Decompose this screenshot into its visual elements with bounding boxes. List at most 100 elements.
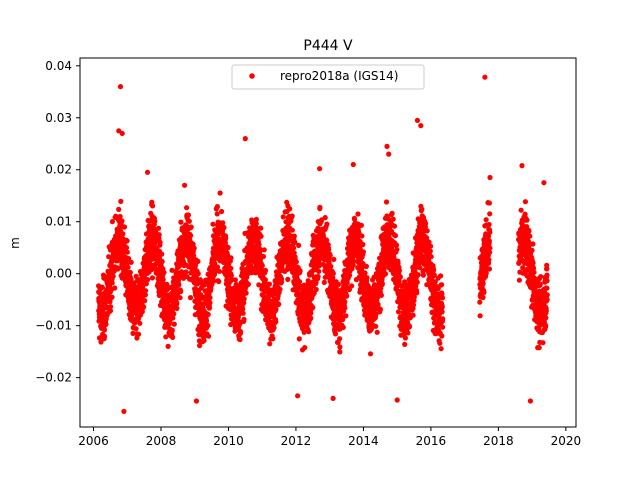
- data-point: [289, 213, 295, 219]
- data-point: [177, 295, 183, 301]
- data-point: [308, 315, 314, 321]
- data-point: [205, 323, 211, 329]
- data-point: [541, 180, 547, 186]
- data-point: [163, 334, 169, 340]
- data-point: [253, 216, 259, 222]
- data-point: [360, 249, 366, 255]
- data-point: [178, 219, 184, 225]
- data-point: [291, 233, 297, 239]
- data-point: [522, 211, 528, 217]
- data-point: [171, 321, 177, 327]
- data-point: [107, 308, 114, 314]
- x-tick-label: 2008: [146, 434, 177, 448]
- data-point: [145, 277, 151, 283]
- data-point: [374, 329, 380, 335]
- data-point: [188, 224, 194, 230]
- data-point: [109, 219, 115, 225]
- x-tick-label: 2014: [348, 434, 379, 448]
- data-point: [417, 265, 423, 271]
- data-point: [159, 251, 165, 257]
- data-point: [477, 299, 483, 305]
- data-point: [359, 233, 365, 239]
- data-point: [382, 271, 389, 277]
- data-point: [205, 311, 211, 318]
- data-point: [310, 304, 316, 311]
- data-point: [144, 169, 151, 175]
- data-point: [140, 284, 146, 290]
- data-point: [486, 200, 492, 206]
- data-point: [190, 252, 197, 259]
- data-point: [316, 259, 322, 265]
- data-point: [245, 281, 251, 287]
- data-point: [258, 225, 264, 231]
- data-point: [207, 295, 213, 301]
- data-point: [187, 295, 194, 301]
- data-point: [431, 272, 437, 278]
- data-point: [106, 254, 112, 260]
- data-point: [261, 247, 267, 253]
- data-point: [529, 247, 535, 253]
- data-point: [203, 318, 210, 324]
- y-tick-label: 0.00: [45, 267, 72, 281]
- data-point: [342, 299, 348, 305]
- data-point: [415, 272, 421, 278]
- data-point: [270, 336, 276, 342]
- data-point: [260, 253, 266, 260]
- data-point: [126, 256, 132, 262]
- data-point: [540, 340, 546, 346]
- data-point: [324, 237, 330, 243]
- data-point: [538, 274, 544, 280]
- data-point: [483, 217, 489, 223]
- data-point: [277, 286, 283, 292]
- data-point: [195, 271, 201, 277]
- data-point: [351, 258, 357, 264]
- data-point: [384, 143, 390, 149]
- data-point: [197, 343, 203, 349]
- data-point: [519, 163, 525, 169]
- data-point: [228, 255, 234, 261]
- data-point: [330, 270, 336, 277]
- data-point: [304, 285, 310, 291]
- legend-label: repro2018a (IGS14): [280, 69, 398, 83]
- x-tick-label: 2012: [281, 434, 312, 448]
- data-point: [280, 214, 286, 220]
- data-point: [124, 238, 130, 244]
- data-point: [142, 298, 148, 304]
- y-tick-label: 0.01: [45, 215, 72, 229]
- data-point: [487, 249, 493, 255]
- data-point: [237, 321, 243, 327]
- data-point: [225, 244, 231, 251]
- data-point: [402, 341, 408, 347]
- data-point: [543, 315, 549, 321]
- data-point: [331, 256, 337, 262]
- data-point: [477, 313, 483, 319]
- data-point: [342, 305, 348, 311]
- data-point: [420, 272, 426, 278]
- data-point: [426, 239, 432, 245]
- y-tick-label: 0.04: [45, 59, 72, 73]
- data-point: [390, 216, 396, 222]
- data-point: [526, 228, 532, 234]
- chart-title: P444 V: [303, 38, 353, 54]
- data-point: [405, 330, 411, 336]
- data-point: [330, 395, 336, 401]
- y-tick-label: −0.02: [35, 371, 72, 385]
- data-point: [358, 222, 364, 228]
- data-point: [397, 274, 403, 280]
- data-point: [440, 316, 446, 322]
- data-point: [262, 277, 268, 283]
- data-point: [383, 199, 390, 205]
- data-point: [96, 335, 103, 341]
- data-point: [119, 130, 125, 136]
- data-point: [241, 296, 247, 302]
- data-point: [536, 345, 542, 351]
- data-point: [220, 220, 226, 226]
- x-axis: 2006 2008 2010 2012 2014 2016 2018 2020: [78, 427, 581, 448]
- y-tick-label: 0.03: [45, 111, 72, 125]
- data-point: [258, 233, 264, 239]
- data-point: [135, 331, 142, 337]
- data-point: [117, 84, 124, 90]
- data-point: [217, 190, 223, 196]
- data-point: [292, 239, 298, 245]
- data-point: [389, 210, 395, 216]
